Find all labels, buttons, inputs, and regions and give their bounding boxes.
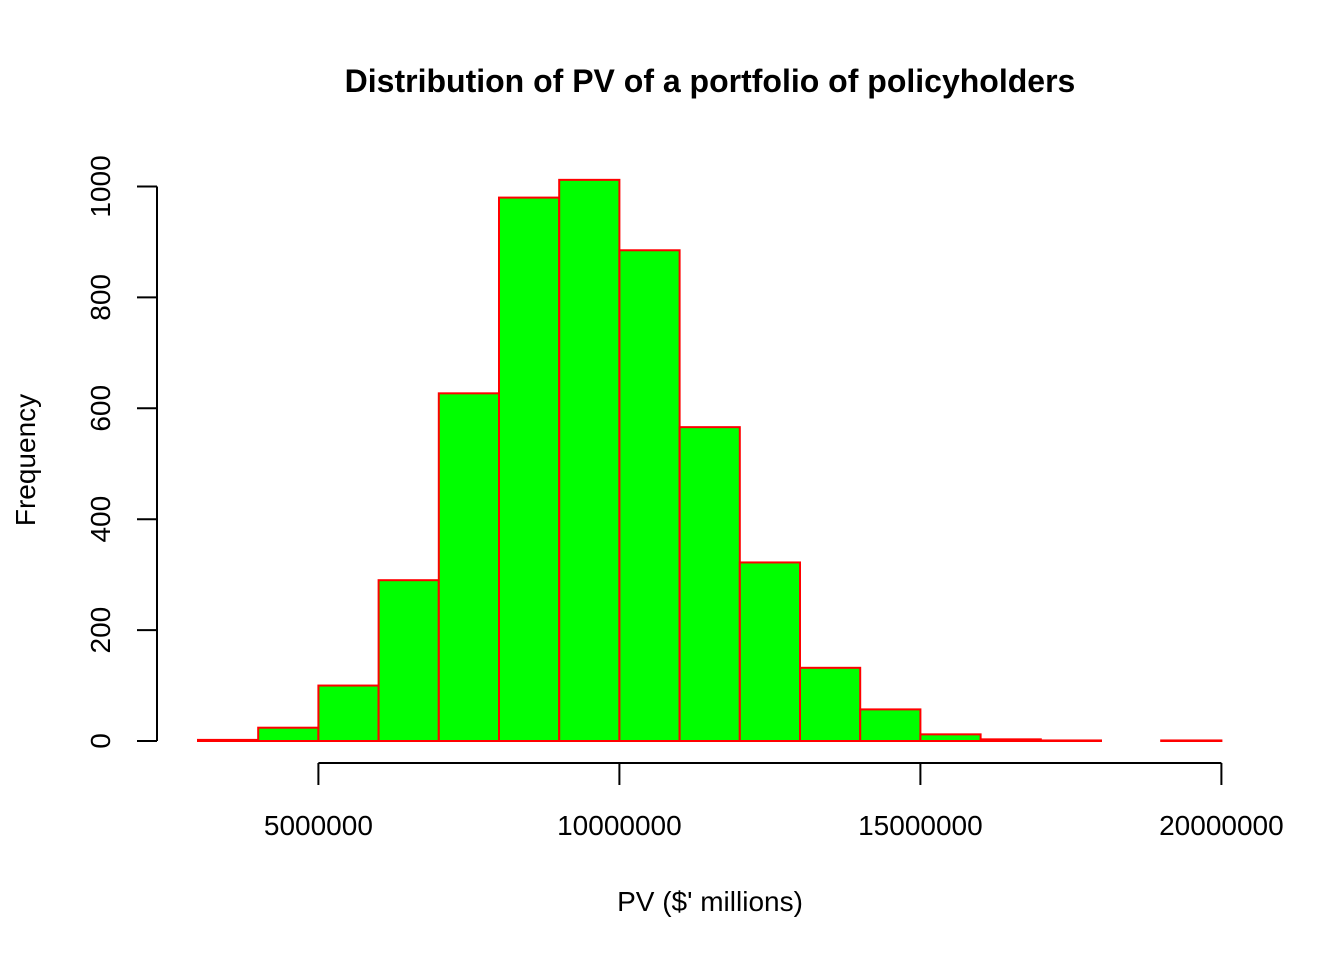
histogram-bar xyxy=(197,738,260,742)
x-tick-label: 15000000 xyxy=(858,810,983,841)
y-tick-label: 800 xyxy=(85,274,116,321)
x-tick-label: 20000000 xyxy=(1159,810,1284,841)
histogram-bar xyxy=(317,684,380,742)
histogram-bar xyxy=(257,726,320,743)
x-tick-label: 10000000 xyxy=(557,810,682,841)
histogram-bar xyxy=(377,579,440,742)
histogram-bar xyxy=(919,733,982,743)
x-axis: 5000000 10000000 15000000 20000000 xyxy=(264,762,1284,841)
histogram-bar xyxy=(979,738,1042,742)
histogram-bar xyxy=(738,561,801,742)
histogram-bar xyxy=(799,666,862,743)
y-tick-label: 600 xyxy=(85,385,116,432)
histogram-bar xyxy=(498,196,561,742)
histogram-bar xyxy=(437,392,500,742)
bars-group xyxy=(197,178,1223,743)
chart-title: Distribution of PV of a portfolio of pol… xyxy=(345,63,1076,99)
y-axis: 0 200 400 600 800 1000 xyxy=(85,155,158,749)
histogram-bar xyxy=(558,178,621,742)
histogram-bar xyxy=(1039,739,1103,742)
y-axis-label: Frequency xyxy=(10,394,41,526)
y-tick-label: 200 xyxy=(85,607,116,654)
histogram-bar xyxy=(678,426,741,742)
y-tick-label: 1000 xyxy=(85,155,116,217)
histogram-bar xyxy=(859,708,922,742)
histogram-bar xyxy=(618,249,681,743)
histogram-bar xyxy=(1160,739,1223,742)
x-tick-label: 5000000 xyxy=(264,810,373,841)
x-axis-label: PV ($' millions) xyxy=(617,886,803,917)
y-tick-label: 400 xyxy=(85,496,116,543)
y-tick-label: 0 xyxy=(85,733,116,749)
